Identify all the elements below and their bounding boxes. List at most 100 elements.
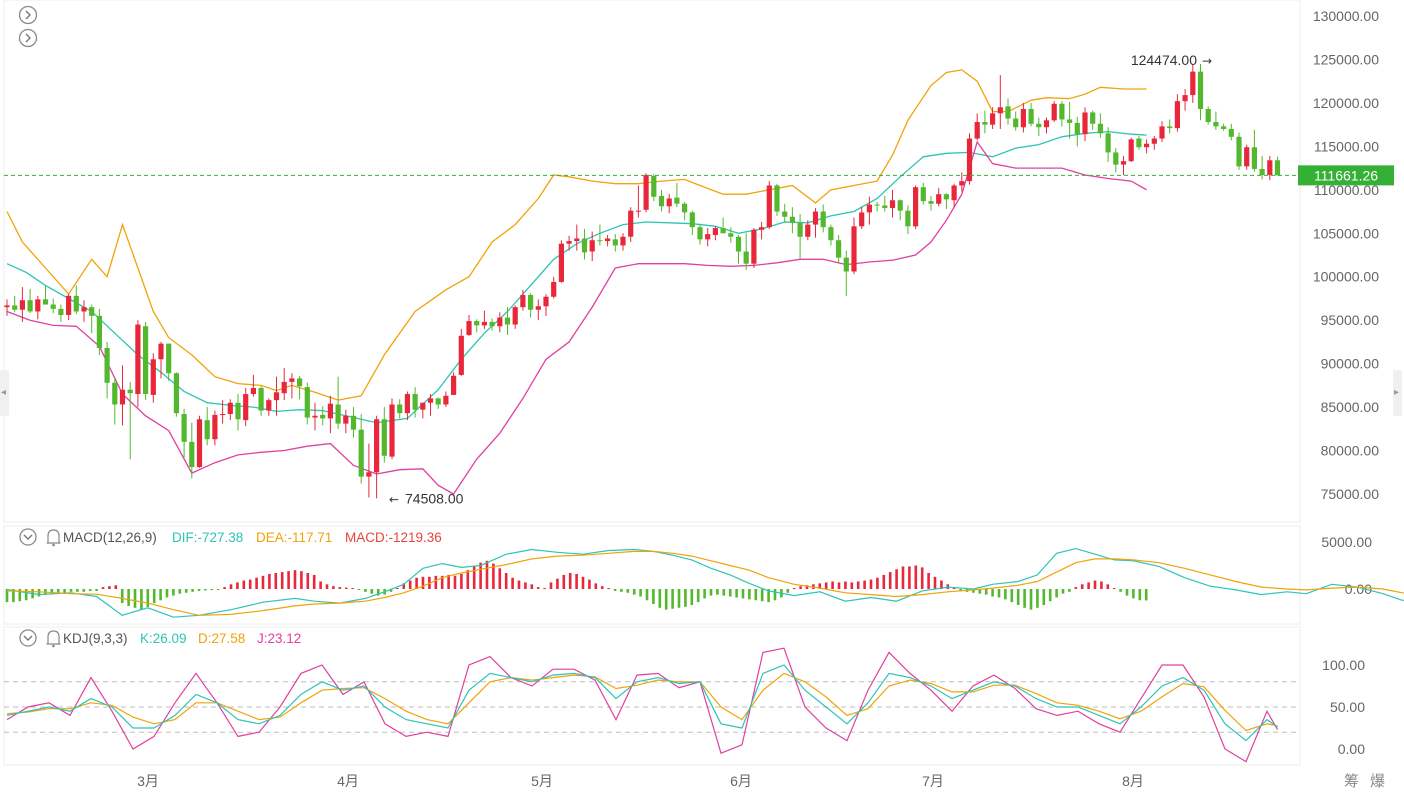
- candle-body: [35, 299, 41, 312]
- macd-histogram-bar: [1004, 589, 1007, 600]
- drawing-tool-icon[interactable]: 筹: [1344, 772, 1359, 790]
- candle-body: [404, 394, 410, 414]
- candle-body: [789, 216, 795, 223]
- macd-histogram-bar: [1068, 589, 1071, 592]
- candle-body: [851, 226, 857, 272]
- macd-histogram-bar: [306, 573, 310, 589]
- candle-body: [1074, 122, 1080, 135]
- macd-histogram-bar: [997, 589, 1001, 598]
- candle-body: [173, 373, 179, 414]
- candle-body: [412, 394, 418, 410]
- macd-histogram-bar: [1029, 589, 1033, 610]
- expand-icon[interactable]: [18, 5, 38, 25]
- price-tick-label: 105000.00: [1313, 225, 1379, 241]
- candle-body: [620, 236, 626, 246]
- candle-body: [943, 194, 949, 200]
- macd-histogram-bar: [696, 589, 700, 603]
- macd-histogram-bar: [1125, 589, 1129, 596]
- candle-body: [504, 317, 511, 325]
- candle-body: [235, 402, 241, 420]
- expand-icon[interactable]: [18, 28, 38, 48]
- candle-body: [66, 295, 72, 315]
- macd-histogram-bar: [479, 562, 482, 589]
- candle-body: [1097, 123, 1103, 134]
- candle-body: [697, 227, 703, 240]
- candle-body: [50, 304, 56, 309]
- candle-body: [959, 181, 965, 186]
- macd-histogram-bar: [818, 583, 822, 589]
- macd-dif-line: [6, 547, 1404, 618]
- macd-histogram-bar: [933, 576, 937, 589]
- candle-body: [420, 402, 426, 410]
- candle-body: [1059, 103, 1065, 120]
- candle-body: [127, 389, 133, 394]
- candle-body: [836, 240, 842, 258]
- candle-body: [1267, 160, 1273, 176]
- macd-histogram-bar: [178, 589, 182, 594]
- macd-histogram-bar: [677, 589, 681, 608]
- candle-body: [366, 472, 372, 477]
- macd-histogram-bar: [652, 589, 655, 605]
- candle-body: [1274, 160, 1281, 176]
- candle-body: [58, 308, 64, 315]
- candle-body: [558, 243, 564, 282]
- macd-tick-label: 0.00: [1345, 581, 1372, 597]
- candle-body: [897, 200, 903, 211]
- candle-body: [381, 419, 387, 456]
- candle-body: [712, 228, 718, 236]
- candle-body: [905, 210, 911, 227]
- macd-histogram-bar: [1100, 581, 1103, 589]
- macd-histogram-bar: [319, 581, 322, 589]
- candle-body: [150, 359, 156, 395]
- candle-body: [297, 378, 303, 387]
- candle-body: [1105, 133, 1111, 153]
- candle-body: [859, 212, 865, 227]
- macd-histogram-bar: [191, 589, 194, 592]
- candle-body: [1221, 126, 1227, 129]
- macd-histogram-bar: [767, 589, 770, 603]
- kdj-legend: KDJ(9,3,3) K:26.09 D:27.58 J:23.12: [19, 629, 301, 648]
- fullscreen-tool-icon[interactable]: 爆: [1370, 772, 1385, 790]
- bell-icon[interactable]: [46, 630, 61, 648]
- collapse-icon[interactable]: [19, 629, 37, 647]
- candle-body: [658, 195, 665, 207]
- left-panel-handle[interactable]: ◂: [0, 370, 9, 416]
- candle-body: [1159, 126, 1165, 139]
- candle-body: [551, 281, 557, 297]
- right-panel-handle[interactable]: ▸: [1393, 370, 1402, 416]
- candle-body: [735, 236, 742, 252]
- candle-body: [1113, 152, 1119, 165]
- arrow-right-icon: →: [1202, 54, 1212, 68]
- collapse-icon[interactable]: [19, 528, 37, 546]
- macd-histogram-bar: [370, 589, 374, 594]
- macd-histogram-bar: [671, 589, 674, 609]
- bollinger-mid-line: [6, 130, 1147, 424]
- macd-histogram-bar: [389, 589, 393, 592]
- macd-histogram-bar: [76, 589, 79, 592]
- macd-histogram-bar: [5, 589, 9, 603]
- macd-histogram-bar: [850, 582, 854, 589]
- macd-histogram-bar: [959, 589, 962, 591]
- candle-body: [166, 343, 172, 374]
- macd-histogram-bar: [261, 575, 265, 589]
- macd-histogram-bar: [1042, 589, 1046, 605]
- candle-body: [1228, 128, 1234, 137]
- candle-body: [1067, 119, 1073, 123]
- candle-body: [12, 305, 18, 310]
- macd-histogram-bar: [581, 576, 585, 589]
- candle-body: [774, 185, 780, 212]
- candle-body: [628, 210, 634, 237]
- bell-icon[interactable]: [46, 529, 61, 547]
- candle-body: [874, 204, 880, 206]
- candle-body: [1082, 112, 1088, 135]
- macd-histogram-bar: [632, 589, 636, 595]
- price-markers: 111661.26 124474.00 → ← 74508.00: [4, 52, 1394, 506]
- high-price-label: 124474.00: [1131, 52, 1197, 68]
- macd-histogram-bar: [920, 567, 924, 589]
- macd-legend: MACD(12,26,9) DIF:-727.38 DEA:-117.71 MA…: [19, 528, 442, 547]
- macd-histogram-bar: [549, 582, 553, 589]
- candle-body: [913, 187, 919, 227]
- bollinger-upper-line: [6, 69, 1147, 401]
- macd-histogram-bar: [972, 589, 975, 593]
- price-tick-label: 90000.00: [1321, 356, 1380, 372]
